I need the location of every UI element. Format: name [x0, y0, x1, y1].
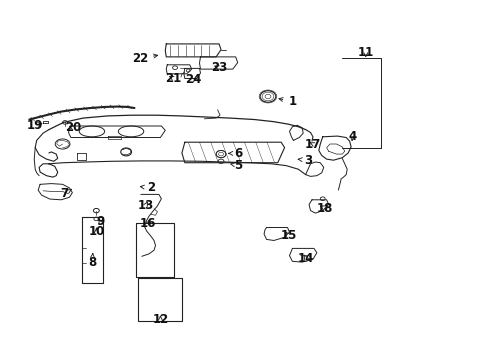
- Text: 22: 22: [131, 52, 157, 65]
- Text: 21: 21: [165, 72, 182, 85]
- Text: 4: 4: [347, 130, 355, 143]
- Text: 1: 1: [279, 95, 296, 108]
- Text: 11: 11: [357, 46, 373, 59]
- Text: 19: 19: [27, 119, 43, 132]
- Text: 18: 18: [316, 202, 332, 215]
- Text: 24: 24: [184, 73, 201, 86]
- Text: 7: 7: [61, 187, 71, 200]
- Text: 12: 12: [152, 313, 168, 326]
- Text: 15: 15: [280, 229, 296, 242]
- Text: 9: 9: [96, 215, 104, 228]
- Text: 17: 17: [304, 138, 321, 150]
- Text: 3: 3: [298, 154, 311, 167]
- Text: 6: 6: [228, 147, 242, 160]
- Text: 8: 8: [88, 253, 96, 269]
- Text: 13: 13: [137, 199, 154, 212]
- Text: 5: 5: [230, 159, 242, 172]
- Text: 10: 10: [88, 225, 104, 238]
- Text: 2: 2: [140, 181, 155, 194]
- Text: 14: 14: [297, 252, 314, 265]
- Text: 16: 16: [140, 217, 156, 230]
- Text: 20: 20: [65, 121, 81, 134]
- Text: 23: 23: [210, 61, 227, 74]
